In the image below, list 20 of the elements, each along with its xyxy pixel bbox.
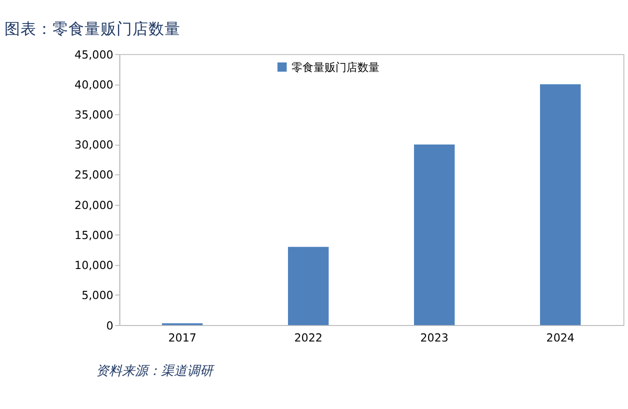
bar — [414, 144, 455, 326]
y-tick-label: 0 — [106, 319, 114, 332]
y-tick-label: 10,000 — [74, 259, 114, 272]
y-tick-label: 35,000 — [74, 108, 114, 122]
bar — [288, 246, 329, 326]
bar — [540, 84, 581, 326]
y-tick-label: 45,000 — [74, 48, 114, 62]
y-tick-label: 30,000 — [74, 138, 114, 152]
y-tick-label: 15,000 — [74, 228, 114, 242]
x-tick-label: 2023 — [420, 331, 448, 344]
y-tick-label: 5,000 — [82, 289, 114, 302]
x-tick-label: 2022 — [294, 331, 322, 344]
text: 资料来源：渠道调研 — [96, 364, 216, 380]
x-tick-label: 2024 — [546, 331, 574, 344]
y-tick-label: 40,000 — [74, 78, 114, 92]
y-tick-label: 25,000 — [74, 168, 114, 182]
x-tick-label: 2017 — [168, 331, 196, 344]
chart-title: 图表：零食量贩门店数量 — [4, 18, 181, 38]
y-tick-label: 20,000 — [74, 198, 114, 212]
legend-label: 零食量贩门店数量 — [291, 60, 380, 74]
